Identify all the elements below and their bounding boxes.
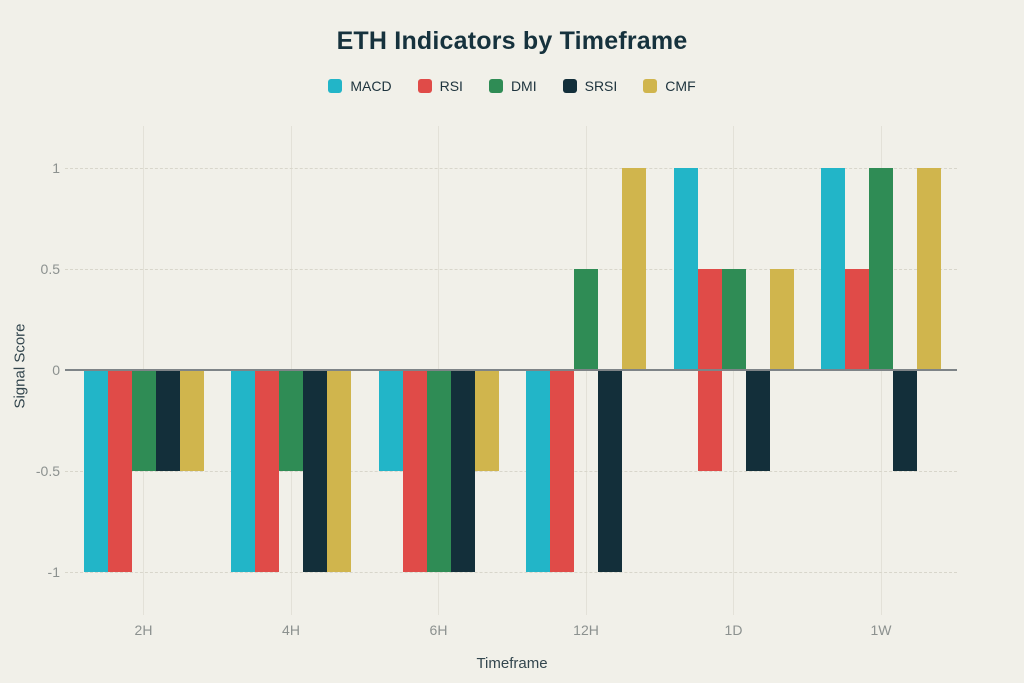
legend-swatch-srsi-icon bbox=[562, 79, 577, 93]
legend-item-dmi[interactable]: DMI bbox=[488, 78, 537, 94]
y-gridline bbox=[65, 470, 957, 472]
x-tick-label-1d: 1D bbox=[724, 622, 743, 638]
legend-swatch-cmf-icon bbox=[643, 79, 658, 93]
bar-dmi-12h bbox=[574, 269, 598, 370]
bar-srsi-1d bbox=[745, 370, 770, 471]
bar-srsi-4h bbox=[303, 370, 327, 572]
bar-srsi-2h bbox=[155, 370, 180, 471]
bar-srsi-6h bbox=[450, 370, 475, 572]
zero-axis-line bbox=[65, 369, 957, 371]
y-tick-label: -0.5 bbox=[35, 463, 60, 479]
bar-rsi-4h bbox=[255, 370, 279, 572]
legend-item-macd[interactable]: MACD bbox=[328, 78, 392, 94]
y-tick-label: 0 bbox=[52, 362, 60, 378]
legend-label: MACD bbox=[350, 78, 392, 94]
bar-cmf-2h bbox=[179, 370, 204, 471]
bar-macd-6h bbox=[378, 370, 403, 471]
bar-rsi-6h bbox=[402, 370, 427, 572]
x-axis-title: Timeframe bbox=[476, 655, 548, 672]
bar-srsi-12h bbox=[598, 370, 622, 572]
y-gridline bbox=[65, 167, 957, 169]
legend-label: SRSI bbox=[584, 78, 618, 94]
legend-swatch-rsi-icon bbox=[417, 79, 432, 93]
bar-macd-2h bbox=[83, 370, 108, 572]
bar-macd-1d bbox=[673, 168, 698, 370]
y-gridline bbox=[65, 571, 957, 573]
legend-label: RSI bbox=[439, 78, 463, 94]
bar-cmf-6h bbox=[474, 370, 499, 471]
bar-rsi-2h bbox=[107, 370, 132, 572]
x-tick-label-12h: 12H bbox=[573, 622, 599, 638]
bar-cmf-1w bbox=[917, 168, 941, 370]
bar-macd-12h bbox=[526, 370, 550, 572]
legend-item-srsi[interactable]: SRSI bbox=[562, 78, 618, 94]
bar-dmi-1w bbox=[869, 168, 893, 370]
bar-cmf-1d bbox=[769, 269, 794, 370]
bar-dmi-1d bbox=[721, 269, 746, 370]
chart-title: ETH Indicators by Timeframe bbox=[336, 27, 688, 55]
x-tick-label-4h: 4H bbox=[282, 622, 300, 638]
bar-cmf-12h bbox=[622, 168, 646, 370]
legend-item-cmf[interactable]: CMF bbox=[643, 78, 696, 94]
bar-dmi-6h bbox=[426, 370, 451, 572]
y-axis-title: Signal Score bbox=[11, 323, 29, 409]
legend-swatch-macd-icon bbox=[328, 79, 343, 93]
x-tick-label-6h: 6H bbox=[429, 622, 448, 638]
legend-label: CMF bbox=[665, 78, 696, 94]
bar-srsi-1w bbox=[893, 370, 917, 471]
y-tick-label: 1 bbox=[52, 160, 60, 176]
y-tick-label: 0.5 bbox=[40, 261, 60, 277]
y-tick-label: -1 bbox=[47, 564, 60, 580]
bar-dmi-4h bbox=[279, 370, 303, 471]
x-tick-label-1w: 1W bbox=[870, 622, 892, 638]
bar-rsi-12h bbox=[550, 370, 574, 572]
x-tick-label-2h: 2H bbox=[134, 622, 153, 638]
bar-rsi-1w bbox=[845, 269, 869, 370]
legend-item-rsi[interactable]: RSI bbox=[417, 78, 463, 94]
bar-cmf-4h bbox=[327, 370, 351, 572]
legend-label: DMI bbox=[510, 78, 537, 94]
bar-dmi-2h bbox=[131, 370, 156, 471]
bar-macd-4h bbox=[231, 370, 255, 572]
legend: MACD RSI DMI SRSI CMF bbox=[0, 78, 1024, 94]
legend-swatch-dmi-icon bbox=[488, 79, 503, 93]
bar-macd-1w bbox=[821, 168, 845, 370]
y-gridline bbox=[65, 268, 957, 270]
